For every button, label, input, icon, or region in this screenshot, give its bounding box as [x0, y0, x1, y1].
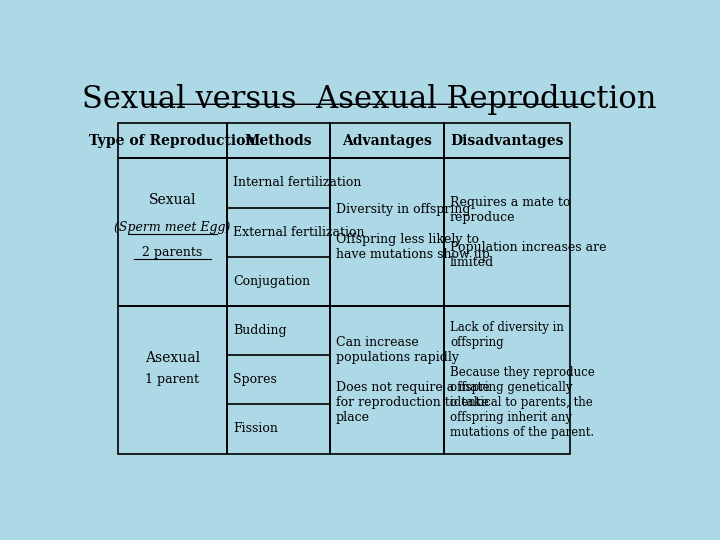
Text: Disadvantages: Disadvantages: [450, 134, 564, 147]
Bar: [118, 123, 227, 158]
Text: Asexual: Asexual: [145, 350, 200, 365]
Text: Can increase
populations rapidly

Does not require a mate
for reproduction to ta: Can increase populations rapidly Does no…: [336, 336, 490, 424]
Text: Requires a mate to
reproduce

Population increases are
limited: Requires a mate to reproduce Population …: [450, 195, 606, 269]
Bar: [444, 306, 570, 454]
Text: 2 parents: 2 parents: [142, 246, 202, 259]
Text: Conjugation: Conjugation: [233, 275, 310, 288]
Text: Type of Reproduction: Type of Reproduction: [89, 134, 256, 147]
Bar: [330, 158, 444, 306]
Text: Advantages: Advantages: [342, 134, 432, 147]
Bar: [227, 158, 330, 306]
Bar: [330, 306, 444, 454]
Bar: [118, 158, 227, 306]
Bar: [118, 306, 227, 454]
Text: (Sperm meet Egg): (Sperm meet Egg): [114, 221, 230, 234]
Bar: [227, 306, 330, 454]
Text: Internal fertilization: Internal fertilization: [233, 177, 361, 190]
Text: Diversity in offspring

Offspring less likely to
have mutations show up: Diversity in offspring Offspring less li…: [336, 203, 490, 261]
Text: Sexual versus  Asexual Reproduction: Sexual versus Asexual Reproduction: [82, 84, 656, 114]
Text: Budding: Budding: [233, 324, 287, 337]
Text: Methods: Methods: [245, 134, 312, 147]
Text: Sexual: Sexual: [148, 193, 196, 207]
Text: Fission: Fission: [233, 422, 279, 435]
Bar: [330, 123, 444, 158]
Bar: [444, 123, 570, 158]
Text: 1 parent: 1 parent: [145, 373, 199, 386]
Bar: [444, 158, 570, 306]
Text: Lack of diversity in
offspring

Because they reproduce
offspring genetically
ide: Lack of diversity in offspring Because t…: [450, 321, 595, 439]
Bar: [227, 123, 330, 158]
Text: External fertilization: External fertilization: [233, 226, 365, 239]
Text: Spores: Spores: [233, 373, 277, 386]
